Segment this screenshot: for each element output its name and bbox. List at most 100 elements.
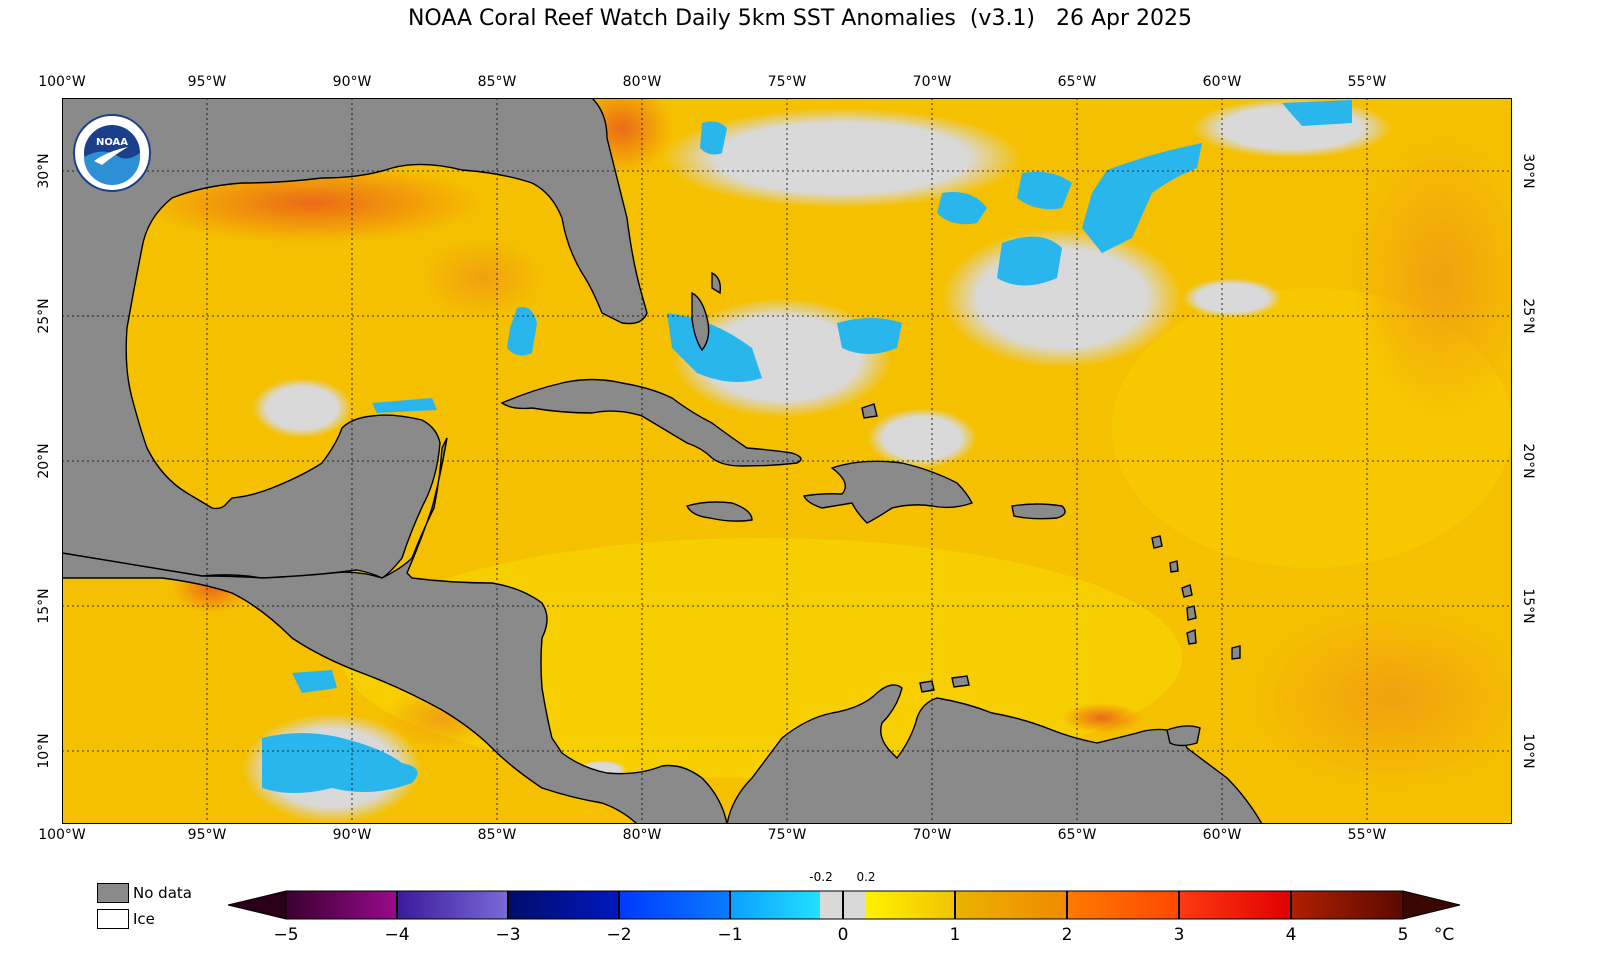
colorbar-tick: 4 [1285,925,1297,945]
lon-label-top: 75°W [767,74,807,90]
lat-label-left: 20°N [36,443,52,479]
lon-label-top: 95°W [187,74,227,90]
lon-label-bottom: 55°W [1347,827,1387,843]
warm-anomaly-venezuela [1062,703,1142,733]
colorbar-segment [619,891,730,919]
lat-label-right: 30°N [1520,153,1536,189]
land-island [861,403,878,419]
colorbar [227,890,1461,920]
lon-label-bottom: 70°W [912,827,952,843]
noaa-logo-text: NOAA [96,137,128,148]
land-puerto-rico [1011,503,1066,520]
colorbar-tick: 1 [949,925,961,945]
land-island [1186,605,1197,621]
colorbar-tick: −2 [606,925,632,945]
land-island-curacao [951,675,970,688]
lon-label-top: 80°W [622,74,662,90]
land-island [1151,535,1163,549]
lon-label-top: 85°W [477,74,517,90]
cool-anomaly [937,192,987,225]
lat-label-left: 15°N [36,588,52,624]
land-bahamas-andros [691,291,710,352]
sst-anomaly-map: NOAA [62,98,1512,824]
land-island-aruba [919,680,935,693]
lon-label-top: 70°W [912,74,952,90]
neutral-anomaly [942,228,1182,368]
colorbar-unit: °C [1433,925,1455,945]
colorbar-segment [397,891,508,919]
lat-label-right: 20°N [1520,443,1536,479]
lon-label-bottom: 90°W [332,827,372,843]
neutral-anomaly [867,408,977,468]
lon-label-top: 100°W [38,74,86,90]
lon-label-bottom: 75°W [767,827,807,843]
colorbar-tick: −5 [273,925,299,945]
colorbar-max-arrow [1402,890,1461,920]
warm-anomaly [1352,138,1512,418]
map-frame [62,98,1512,824]
colorbar-segment [286,891,397,919]
cool-anomaly [997,236,1062,286]
lat-label-right: 10°N [1520,733,1536,769]
lon-label-bottom: 80°W [622,827,662,843]
cool-anomaly [1282,100,1352,126]
colorbar-segment [865,891,955,919]
lon-label-bottom: 60°W [1202,827,1242,843]
colorbar-tick: 2 [1061,925,1073,945]
lon-label-top: 60°W [1202,74,1242,90]
map-title: NOAA Coral Reef Watch Daily 5km SST Anom… [407,6,1193,31]
lat-label-left: 30°N [36,153,52,189]
colorbar-segment [1067,891,1179,919]
cool-anomaly [1017,171,1072,210]
colorbar-segment [508,891,619,919]
colorbar-outline [285,890,1404,920]
land-island [1169,560,1179,573]
colorbar-segment [730,891,820,919]
lon-label-bottom: 85°W [477,827,517,843]
colorbar-tick: 0 [837,925,849,945]
land-trinidad [1166,725,1201,747]
colorbar-segment [1291,891,1403,919]
no-data-swatch [97,883,129,903]
lat-label-right: 15°N [1520,588,1536,624]
cool-anomaly-bahamas [667,313,762,382]
cool-anomaly-gulf [372,398,437,413]
lon-label-top: 55°W [1347,74,1387,90]
no-data-label: No data [133,884,192,902]
lon-label-bottom: 65°W [1057,827,1097,843]
noaa-logo: NOAA [73,114,151,192]
neutral-anomaly-bahamas [672,298,892,418]
warm-anomaly-gulf [422,238,542,318]
colorbar-small-tick: -0.2 [809,870,833,884]
neutral-anomaly-gulf [252,378,352,438]
land-jamaica [686,501,753,522]
cool-anomalies [262,100,1352,793]
land-cuba [500,378,802,467]
lon-label-top: 90°W [332,74,372,90]
land-island [1181,584,1193,598]
cool-anomaly-pacific [292,670,337,693]
colorbar-tick: 3 [1173,925,1185,945]
lon-label-bottom: 100°W [38,827,86,843]
colorbar-tick: 5 [1397,925,1409,945]
colorbar-segment [1179,891,1291,919]
land-island-barbados [1231,645,1241,660]
lon-label-top: 65°W [1057,74,1097,90]
colorbar-tick: −4 [384,925,410,945]
land-bahamas [711,271,722,295]
lat-label-left: 10°N [36,733,52,769]
ice-swatch [97,909,129,929]
colorbar-small-tick: 0.2 [856,870,876,884]
cool-anomaly [1082,143,1202,253]
cool-anomaly-yucatan-channel [507,307,537,356]
land-central-america [62,437,728,824]
land-hispaniola [803,460,973,524]
lon-label-bottom: 95°W [187,827,227,843]
cool-anomaly [700,121,727,155]
lat-label-right: 25°N [1520,298,1536,334]
noaa-logo-bird [94,147,128,165]
colorbar-dividers [396,891,1292,919]
colorbar-segment [955,891,1067,919]
land-island [1186,629,1197,645]
warm-anomaly [1252,608,1512,788]
